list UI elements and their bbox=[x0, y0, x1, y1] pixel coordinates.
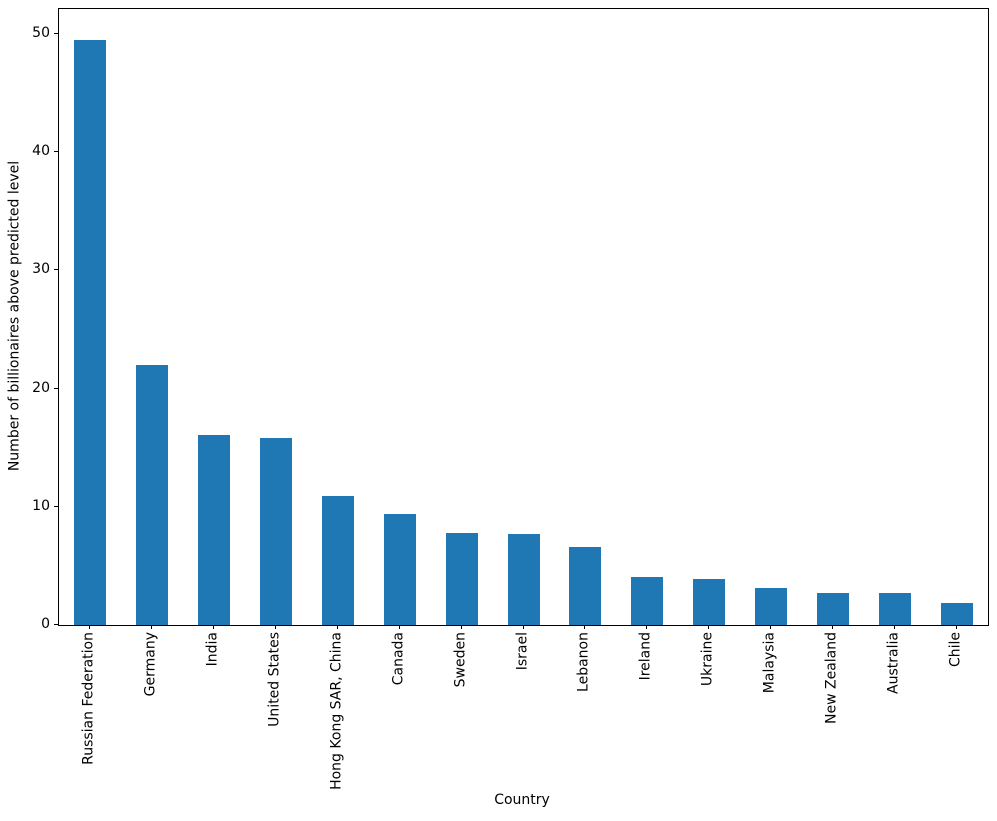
x-tick-label: Canada bbox=[390, 632, 407, 686]
x-tick-label: Sweden bbox=[452, 632, 469, 688]
bar bbox=[755, 588, 788, 625]
x-tick-label: Lebanon bbox=[575, 632, 592, 692]
plot-area bbox=[58, 8, 989, 626]
bar bbox=[445, 532, 478, 625]
y-tick-mark bbox=[54, 387, 58, 389]
bar bbox=[73, 39, 106, 625]
x-tick-label: Australia bbox=[885, 632, 902, 694]
bar bbox=[941, 602, 974, 625]
y-tick-label: 40 bbox=[32, 143, 50, 160]
x-tick-label: New Zealand bbox=[823, 632, 840, 724]
x-tick-mark bbox=[894, 625, 896, 629]
x-tick-label: United States bbox=[266, 632, 283, 727]
y-tick-label: 0 bbox=[41, 616, 50, 632]
x-tick-label: Hong Kong SAR, China bbox=[328, 632, 345, 790]
y-tick-mark bbox=[54, 505, 58, 507]
x-tick-mark bbox=[708, 625, 710, 629]
x-tick-mark bbox=[646, 625, 648, 629]
bar bbox=[321, 496, 354, 625]
bar bbox=[259, 438, 292, 625]
y-tick-label: 20 bbox=[32, 379, 50, 396]
y-tick-label: 10 bbox=[32, 497, 50, 514]
x-tick-label: Chile bbox=[947, 632, 964, 668]
y-tick-mark bbox=[54, 151, 58, 153]
x-axis-label: Country bbox=[494, 792, 550, 808]
x-tick-mark bbox=[460, 625, 462, 629]
bar bbox=[817, 593, 850, 625]
bar bbox=[879, 593, 912, 625]
x-tick-mark bbox=[522, 625, 524, 629]
x-tick-mark bbox=[956, 625, 958, 629]
x-tick-mark bbox=[88, 625, 90, 629]
x-tick-label: Russian Federation bbox=[80, 632, 97, 765]
y-tick-mark bbox=[54, 269, 58, 271]
y-tick-mark bbox=[54, 32, 58, 34]
bar bbox=[197, 434, 230, 625]
y-tick-label: 50 bbox=[32, 24, 50, 41]
x-tick-label: Ireland bbox=[637, 632, 654, 681]
bar bbox=[135, 364, 168, 625]
x-tick-mark bbox=[770, 625, 772, 629]
x-tick-label: Ukraine bbox=[699, 632, 716, 687]
x-tick-mark bbox=[584, 625, 586, 629]
y-axis-label: Number of billionaires above predicted l… bbox=[6, 160, 23, 472]
y-tick-label: 30 bbox=[32, 261, 50, 278]
x-tick-mark bbox=[212, 625, 214, 629]
x-tick-mark bbox=[274, 625, 276, 629]
x-tick-mark bbox=[398, 625, 400, 629]
x-tick-label: Malaysia bbox=[761, 632, 778, 694]
bar bbox=[383, 513, 416, 625]
bar bbox=[507, 533, 540, 625]
bar bbox=[693, 578, 726, 625]
x-tick-label: India bbox=[204, 632, 221, 667]
x-tick-mark bbox=[150, 625, 152, 629]
y-tick-mark bbox=[54, 624, 58, 625]
x-tick-mark bbox=[336, 625, 338, 629]
x-tick-label: Germany bbox=[142, 632, 159, 697]
x-tick-label: Israel bbox=[514, 632, 530, 671]
x-tick-mark bbox=[832, 625, 834, 629]
bar bbox=[569, 546, 602, 625]
bar bbox=[631, 576, 664, 625]
